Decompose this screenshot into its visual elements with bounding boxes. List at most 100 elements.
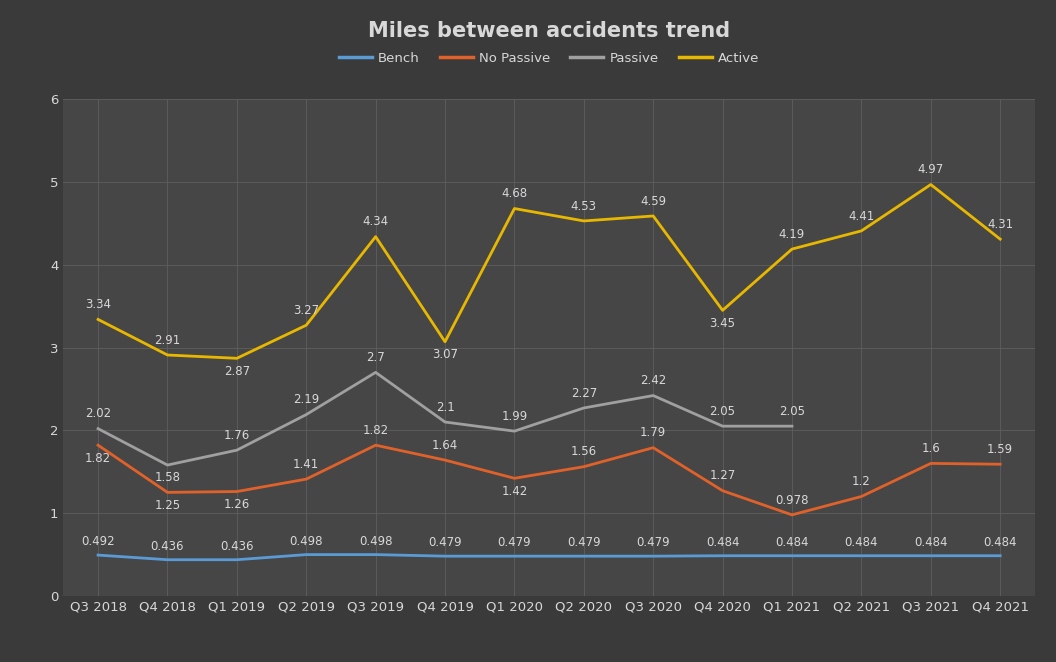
Active xyxy=(370,233,382,241)
Passive xyxy=(438,418,451,426)
Text: 4.97: 4.97 xyxy=(918,164,944,176)
Passive xyxy=(508,427,521,435)
No Passive xyxy=(162,489,174,496)
Text: 1.58: 1.58 xyxy=(154,471,181,485)
Bench xyxy=(92,551,105,559)
Text: 1.26: 1.26 xyxy=(224,498,250,511)
Bench xyxy=(924,552,937,560)
Active xyxy=(647,212,660,220)
Text: 0.498: 0.498 xyxy=(359,535,393,547)
Text: 3.27: 3.27 xyxy=(294,304,319,317)
Bench xyxy=(647,552,660,560)
No Passive xyxy=(924,459,937,467)
No Passive xyxy=(92,442,105,449)
Text: 1.76: 1.76 xyxy=(224,429,250,442)
No Passive xyxy=(438,456,451,464)
Text: 2.19: 2.19 xyxy=(294,393,319,406)
Passive xyxy=(647,392,660,400)
Text: 1.56: 1.56 xyxy=(570,446,597,458)
Active xyxy=(855,227,868,235)
Active xyxy=(230,354,243,362)
Text: 4.68: 4.68 xyxy=(502,187,528,200)
Line: No Passive: No Passive xyxy=(98,446,1000,515)
Title: Miles between accidents trend: Miles between accidents trend xyxy=(369,21,730,41)
Text: 4.59: 4.59 xyxy=(640,195,666,208)
Text: 3.34: 3.34 xyxy=(86,298,111,311)
No Passive xyxy=(230,487,243,495)
Text: 1.64: 1.64 xyxy=(432,439,458,451)
Bench xyxy=(438,552,451,560)
Text: 0.479: 0.479 xyxy=(567,536,601,549)
Text: 2.27: 2.27 xyxy=(570,387,597,400)
Active xyxy=(994,235,1006,243)
Text: 0.484: 0.484 xyxy=(914,536,947,549)
No Passive xyxy=(647,444,660,451)
Active xyxy=(508,205,521,213)
Text: 2.05: 2.05 xyxy=(710,405,736,418)
No Passive xyxy=(994,460,1006,468)
Text: 2.91: 2.91 xyxy=(154,334,181,347)
Text: 0.484: 0.484 xyxy=(983,536,1017,549)
Text: 4.19: 4.19 xyxy=(779,228,805,241)
Text: 1.25: 1.25 xyxy=(154,498,181,512)
No Passive xyxy=(300,475,313,483)
Text: 1.2: 1.2 xyxy=(852,475,871,488)
Bench xyxy=(300,551,313,559)
Text: 2.42: 2.42 xyxy=(640,374,666,387)
Passive xyxy=(370,368,382,376)
Bench xyxy=(716,552,729,560)
Bench xyxy=(508,552,521,560)
No Passive xyxy=(370,442,382,449)
No Passive xyxy=(786,511,798,519)
Passive xyxy=(786,422,798,430)
Text: 4.53: 4.53 xyxy=(571,200,597,213)
Legend: Bench, No Passive, Passive, Active: Bench, No Passive, Passive, Active xyxy=(334,46,765,70)
Text: 0.479: 0.479 xyxy=(429,536,461,549)
Bench xyxy=(230,556,243,564)
Active xyxy=(924,181,937,189)
Text: 1.6: 1.6 xyxy=(922,442,940,455)
Text: 0.479: 0.479 xyxy=(637,536,670,549)
Text: 0.479: 0.479 xyxy=(497,536,531,549)
Bench xyxy=(370,551,382,559)
Text: 0.436: 0.436 xyxy=(220,540,253,553)
Passive xyxy=(92,425,105,433)
Text: 0.484: 0.484 xyxy=(845,536,879,549)
Text: 4.34: 4.34 xyxy=(362,215,389,228)
Text: 2.02: 2.02 xyxy=(84,407,111,420)
Active xyxy=(300,321,313,329)
Bench xyxy=(855,552,868,560)
Text: 4.41: 4.41 xyxy=(848,210,874,222)
Bench xyxy=(162,556,174,564)
Passive xyxy=(578,404,590,412)
Text: 1.41: 1.41 xyxy=(294,458,319,471)
No Passive xyxy=(578,463,590,471)
Text: 2.7: 2.7 xyxy=(366,351,385,364)
Text: 1.99: 1.99 xyxy=(502,410,528,423)
Text: 1.82: 1.82 xyxy=(84,451,111,465)
No Passive xyxy=(716,487,729,495)
Text: 1.59: 1.59 xyxy=(987,443,1014,456)
Text: 2.05: 2.05 xyxy=(779,405,805,418)
Active xyxy=(162,351,174,359)
Bench xyxy=(994,552,1006,560)
Bench xyxy=(786,552,798,560)
Passive xyxy=(230,446,243,454)
No Passive xyxy=(508,475,521,483)
Text: 4.31: 4.31 xyxy=(987,218,1014,231)
Text: 1.79: 1.79 xyxy=(640,426,666,440)
Line: Active: Active xyxy=(98,185,1000,358)
Passive xyxy=(300,410,313,418)
Active xyxy=(578,217,590,225)
Text: 1.42: 1.42 xyxy=(502,485,528,498)
Bench xyxy=(578,552,590,560)
Text: 3.07: 3.07 xyxy=(432,348,458,361)
Text: 0.436: 0.436 xyxy=(151,540,184,553)
No Passive xyxy=(855,493,868,500)
Text: 3.45: 3.45 xyxy=(710,316,736,330)
Active xyxy=(716,307,729,314)
Active xyxy=(786,245,798,253)
Text: 0.978: 0.978 xyxy=(775,494,809,506)
Text: 0.484: 0.484 xyxy=(775,536,809,549)
Passive xyxy=(716,422,729,430)
